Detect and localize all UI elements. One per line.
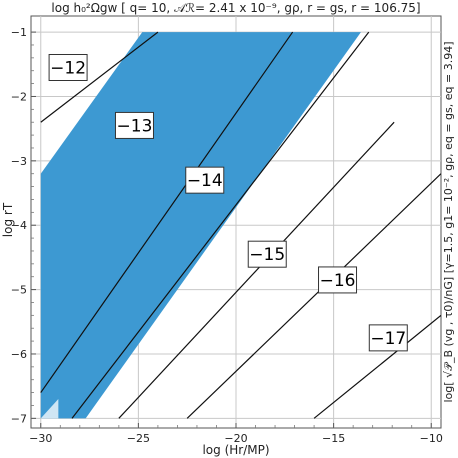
- y-tick-label: −1: [11, 26, 27, 39]
- x-ticks: −30 −25 −20 −15 −10: [29, 423, 443, 445]
- y-tick-label: −7: [11, 412, 27, 425]
- y-tick-label: −5: [11, 284, 27, 297]
- contour-line: [40, 31, 159, 123]
- contour-label: −12: [50, 59, 86, 79]
- contour-label: −13: [117, 116, 153, 136]
- contour-line: [71, 31, 370, 419]
- contour-label: −15: [249, 245, 285, 265]
- contour-line: [186, 173, 441, 419]
- contour-label-box: [247, 240, 287, 268]
- right-axis-label: log[ √𝒫_B (vg , τ0)/nG] [γ=1.5, g1= 10⁻²…: [442, 42, 455, 403]
- y-tick-label: −2: [11, 90, 27, 103]
- y-tick-label: −6: [11, 348, 27, 361]
- y-tick-label: −3: [11, 155, 27, 168]
- x-axis-label: log (Hr/MP): [202, 443, 269, 457]
- contour-label-box: [114, 111, 154, 139]
- x-tick-label: −25: [127, 432, 150, 445]
- contour-label: −16: [320, 271, 356, 291]
- x-tick-label: −10: [420, 432, 443, 445]
- contour-lines: [40, 31, 441, 419]
- contour-label-box: [318, 266, 358, 294]
- contour-labels: −12 −13 −14 −15 −16 −17: [48, 54, 408, 352]
- x-tick-label: −15: [322, 432, 345, 445]
- x-tick-label: −20: [224, 432, 247, 445]
- x-tick-label: −30: [29, 432, 52, 445]
- y-tick-label: −4: [11, 219, 27, 232]
- chart-title: log h₀²Ωgw [ q= 10, 𝒜ℛ= 2.41 x 10⁻⁹, gρ,…: [51, 1, 420, 15]
- y-axis-label: log rT: [1, 202, 15, 237]
- contour-label: −14: [187, 171, 223, 191]
- contour-label-box: [48, 54, 88, 81]
- y-ticks: −7 −6 −5 −4 −3 −2 −1: [11, 26, 36, 425]
- contour-line: [118, 121, 395, 419]
- contour-label: −17: [370, 329, 406, 349]
- contour-label-box: [368, 324, 408, 352]
- contour-label-box: [185, 166, 225, 194]
- contour-line: [40, 31, 294, 393]
- contour-line: [313, 314, 441, 419]
- light-region: [40, 399, 59, 419]
